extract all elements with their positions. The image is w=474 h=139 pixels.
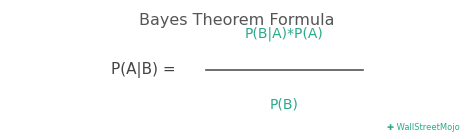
Text: Bayes Theorem Formula: Bayes Theorem Formula	[139, 13, 335, 28]
Text: P(B): P(B)	[270, 97, 299, 111]
Text: ✚ WallStreetMojo: ✚ WallStreetMojo	[387, 123, 460, 132]
Text: P(B|A)*P(A): P(B|A)*P(A)	[245, 26, 324, 41]
Text: P(A|B) =: P(A|B) =	[110, 61, 180, 78]
